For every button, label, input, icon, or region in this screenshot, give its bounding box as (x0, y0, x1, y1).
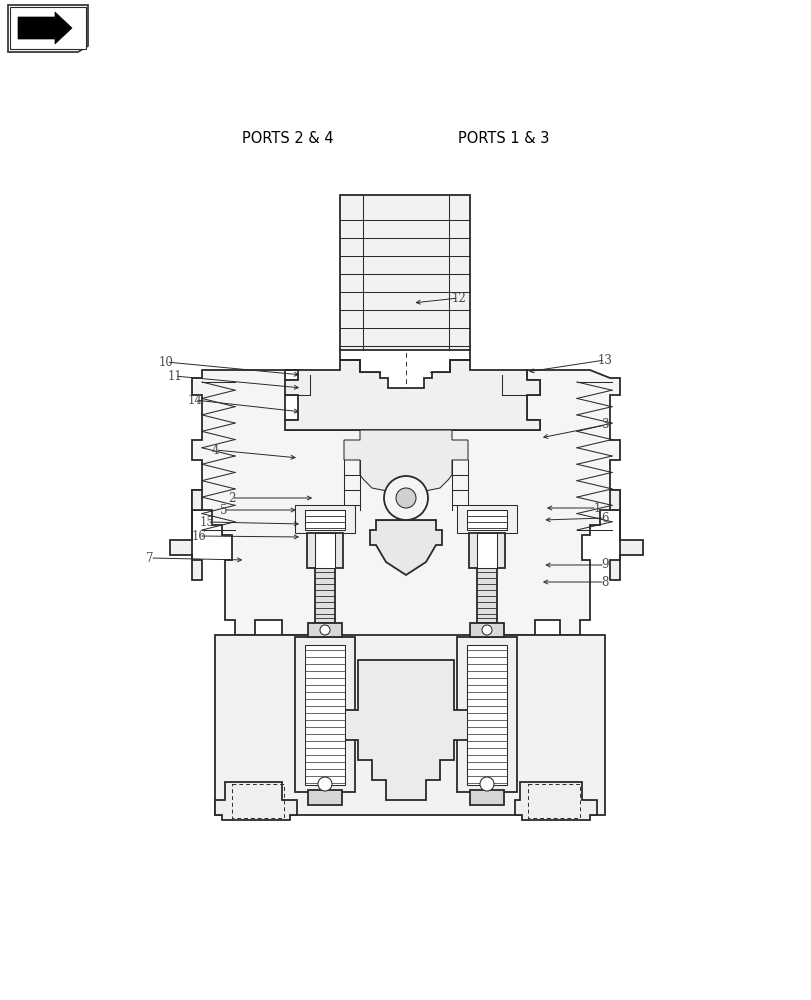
Polygon shape (370, 520, 441, 575)
Bar (340, 195, 470, 350)
Text: 5: 5 (219, 504, 227, 516)
Circle shape (396, 488, 415, 508)
Bar (476, 568, 496, 623)
Circle shape (482, 625, 491, 635)
Bar (10, 7, 86, 49)
Bar (305, 645, 345, 785)
Bar (466, 645, 506, 785)
Bar (476, 533, 496, 568)
Bar (466, 510, 506, 530)
Polygon shape (18, 12, 72, 44)
Bar (470, 790, 504, 805)
Bar (315, 533, 335, 568)
Bar (470, 623, 504, 637)
Text: 13: 13 (597, 354, 611, 366)
Text: PORTS 1 & 3: PORTS 1 & 3 (457, 131, 548, 146)
Text: 10: 10 (159, 356, 174, 368)
Polygon shape (285, 360, 539, 430)
Text: 15: 15 (200, 516, 214, 528)
Circle shape (479, 777, 493, 791)
Circle shape (318, 777, 332, 791)
Bar (294, 637, 354, 792)
Text: 14: 14 (187, 393, 202, 406)
Polygon shape (215, 782, 297, 820)
Bar (307, 623, 341, 637)
Text: 7: 7 (146, 552, 154, 564)
Polygon shape (609, 490, 642, 580)
Polygon shape (191, 370, 620, 660)
Text: 8: 8 (600, 576, 608, 588)
Polygon shape (341, 660, 470, 800)
Text: 4: 4 (211, 444, 219, 456)
Bar (469, 533, 504, 568)
Circle shape (320, 625, 329, 635)
Polygon shape (169, 490, 202, 580)
Text: 1: 1 (592, 502, 600, 514)
Text: PORTS 2 & 4: PORTS 2 & 4 (242, 131, 333, 146)
Text: 11: 11 (167, 369, 182, 382)
Text: 2: 2 (227, 491, 235, 504)
Bar (305, 510, 345, 530)
Text: 6: 6 (600, 512, 608, 524)
Text: 9: 9 (600, 558, 608, 572)
Polygon shape (8, 5, 88, 52)
Bar (215, 635, 604, 815)
Bar (457, 637, 517, 792)
Bar (315, 568, 335, 623)
Text: 12: 12 (451, 292, 466, 304)
Circle shape (384, 476, 427, 520)
Polygon shape (344, 430, 467, 492)
Polygon shape (514, 782, 596, 820)
Text: 16: 16 (191, 530, 206, 542)
Text: 3: 3 (600, 418, 608, 432)
Bar (457, 505, 517, 533)
Bar (294, 505, 354, 533)
Bar (307, 790, 341, 805)
Bar (307, 533, 342, 568)
